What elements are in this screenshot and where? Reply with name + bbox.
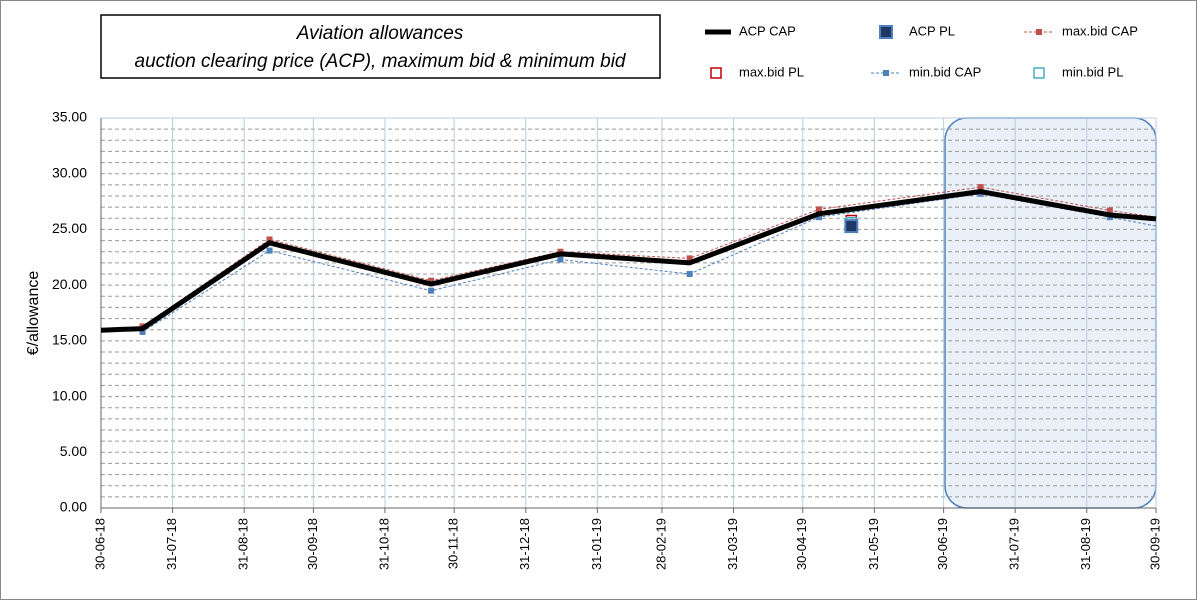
marker <box>428 277 435 284</box>
x-tick-label: 31-07-19 <box>1007 518 1022 570</box>
marker <box>139 328 146 335</box>
legend-label: min.bid PL <box>1062 64 1123 79</box>
y-tick-label: 15.00 <box>52 332 87 348</box>
marker <box>1106 207 1113 214</box>
x-tick-label: 31-03-19 <box>725 518 740 570</box>
series-line <box>100 189 1157 333</box>
marker <box>844 219 859 234</box>
legend-label: ACP PL <box>909 23 955 38</box>
y-tick-label: 35.00 <box>52 109 87 125</box>
x-tick-label: 31-12-18 <box>517 518 532 570</box>
highlight-box <box>944 117 1157 509</box>
x-tick-label: 31-05-19 <box>866 518 881 570</box>
x-tick-label: 30-06-19 <box>935 518 950 570</box>
y-tick-label: 0.00 <box>60 499 87 515</box>
marker <box>879 25 893 39</box>
y-tick-label: 25.00 <box>52 220 87 236</box>
x-tick-label: 30-09-19 <box>1147 518 1162 570</box>
legend-label: min.bid CAP <box>909 64 981 79</box>
y-tick-label: 30.00 <box>52 164 87 180</box>
legend-label: ACP CAP <box>739 23 796 38</box>
chart-title: Aviation allowances <box>296 23 464 44</box>
x-tick-label: 31-08-19 <box>1078 518 1093 570</box>
y-tick-label: 10.00 <box>52 387 87 403</box>
x-tick-label: 30-11-18 <box>446 518 461 569</box>
y-tick-label: 20.00 <box>52 276 87 292</box>
marker <box>1036 29 1042 35</box>
x-tick-label: 31-10-18 <box>376 518 391 570</box>
marker <box>815 206 822 213</box>
marker <box>883 70 889 76</box>
x-tick-label: 31-01-19 <box>589 518 604 570</box>
marker <box>686 255 693 262</box>
x-tick-label: 30-04-19 <box>794 518 809 570</box>
marker <box>686 271 693 277</box>
chart-title: auction clearing price (ACP), maximum bi… <box>135 51 627 72</box>
marker <box>428 287 435 294</box>
legend-label: max.bid CAP <box>1062 23 1138 38</box>
x-tick-label: 30-09-18 <box>305 518 320 570</box>
y-axis-label: €/allowance <box>25 271 42 356</box>
x-tick-label: 31-07-18 <box>164 518 179 570</box>
marker <box>815 214 822 221</box>
marker <box>710 67 722 79</box>
marker <box>557 256 564 263</box>
series <box>100 189 1157 333</box>
marker <box>266 236 273 243</box>
legend-label: max.bid PL <box>739 64 804 79</box>
x-tick-label: 30-06-18 <box>92 518 107 570</box>
series <box>844 219 859 234</box>
marker <box>1033 67 1045 79</box>
x-tick-label: 28-02-19 <box>653 518 668 570</box>
marker <box>977 184 984 191</box>
y-tick-label: 5.00 <box>60 443 87 459</box>
title-box <box>100 14 661 79</box>
x-tick-label: 31-08-18 <box>236 518 251 570</box>
marker <box>266 247 273 254</box>
